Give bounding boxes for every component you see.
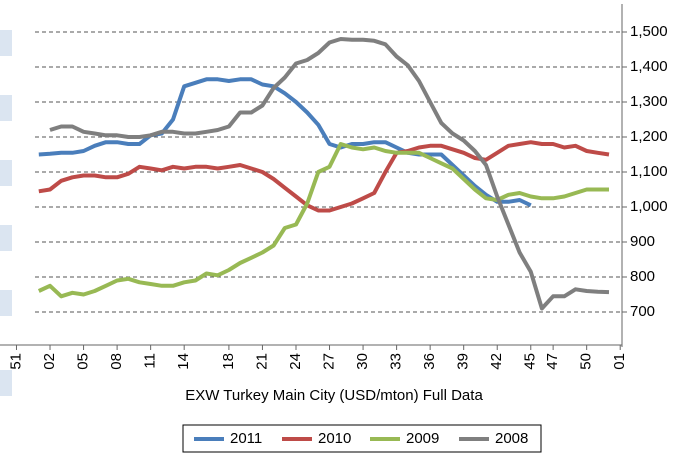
y-tick-label: 1,300 [630,93,668,110]
y-tick-label: 800 [630,268,655,285]
x-tick-label: 11 [142,353,159,369]
x-tick-label: 27 [320,353,337,370]
y-tick-label: 1,400 [630,58,668,75]
y-tick-label: 1,000 [630,198,668,215]
series-line [38,77,532,208]
x-tick-label: 36 [421,353,438,370]
x-tick-label: 50 [578,353,595,370]
x-tick-label: 21 [253,353,270,370]
series-line [37,142,609,299]
x-tick-label: 42 [488,353,505,370]
chart-title: EXW Turkey Main City (USD/mton) Full Dat… [185,387,483,404]
x-tick-label: 02 [41,353,58,370]
legend-label: 2010 [318,430,351,447]
x-tick-label: 18 [220,353,237,370]
legend-label: 2008 [495,430,528,447]
x-tick-label: 47 [544,353,561,370]
x-tick-label: 14 [175,353,192,370]
legend-label: 2009 [406,430,439,447]
left-edge-tabs [0,30,12,396]
x-tick-label: 01 [611,353,628,370]
y-tick-label: 1,500 [630,23,668,40]
series-line [49,37,610,311]
x-tick-label: 45 [522,353,539,370]
y-tick-label: 1,100 [630,163,668,180]
x-tick-label: 30 [354,353,371,370]
y-tick-label: 700 [630,303,655,320]
x-tick-label: 51 [7,353,24,370]
y-tick-label: 900 [630,233,655,250]
legend-label: 2011 [230,430,262,447]
y-tick-label: 1,200 [630,128,668,145]
x-tick-label: 33 [388,353,405,370]
series-line [38,140,610,213]
x-tick-label: 08 [108,353,125,370]
x-tick-label: 39 [455,353,472,370]
x-tick-label: 05 [75,353,92,370]
x-tick-label: 24 [287,353,304,370]
